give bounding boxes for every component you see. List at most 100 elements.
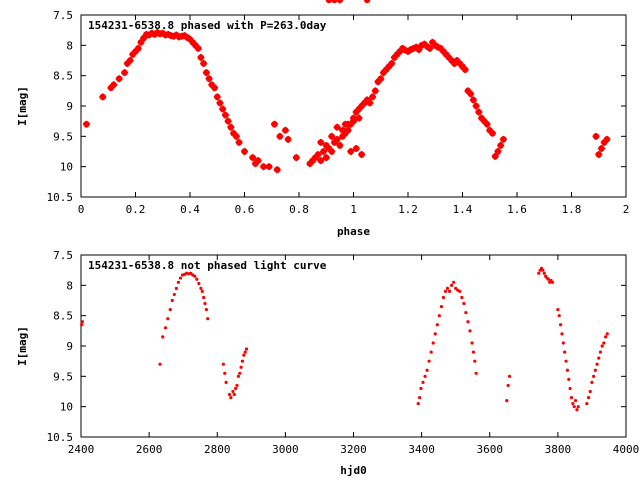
data-point [595, 362, 599, 366]
data-point-cross [415, 46, 423, 54]
data-point [204, 308, 208, 312]
data-point [206, 317, 210, 321]
data-point [416, 402, 420, 406]
data-point [239, 365, 243, 369]
data-point-cross [99, 93, 107, 101]
y-tick-label: 8 [66, 279, 73, 292]
data-point [556, 308, 560, 312]
data-point [172, 292, 176, 297]
data-point [163, 326, 168, 330]
data-point [550, 280, 555, 284]
phased-light-curve-panel: 0 0.2 0.4 0.6 0.8 1 1.2 1.4 1.6 1.8 2 7.5 8 8.5 9 9.5 10… [16, 0, 629, 238]
data-point [452, 280, 456, 284]
data-point-cross [341, 120, 349, 128]
data-point-cross [221, 111, 229, 119]
data-point [542, 271, 546, 275]
y-tick-label: 10.5 [47, 431, 74, 444]
data-point [200, 289, 204, 293]
x-tick-label: 3600 [477, 443, 504, 456]
data-point [242, 353, 246, 357]
data-point-cross [358, 151, 366, 159]
y-axis-label: I[mag] [16, 86, 29, 126]
data-point-cross [121, 69, 129, 77]
data-point-cross [270, 120, 278, 128]
data-point [429, 350, 433, 354]
data-point [197, 281, 201, 286]
data-point-cross [202, 69, 210, 77]
plot-frame [80, 14, 627, 198]
data-point [460, 295, 464, 300]
y-tick-label: 10 [60, 161, 73, 174]
data-point-cross [265, 163, 273, 171]
data-point [227, 392, 232, 397]
x-tick-label: 2600 [136, 443, 163, 456]
x-tick-label: 0 [78, 203, 85, 216]
data-point [473, 359, 477, 363]
data-point-cross [494, 148, 502, 155]
data-point-cross [110, 81, 118, 89]
data-point [506, 383, 510, 388]
data-point-cross [82, 120, 90, 128]
y-tick-label: 7.5 [53, 9, 73, 22]
data-point [569, 395, 574, 400]
data-point [80, 323, 84, 327]
data-point-cross [219, 105, 227, 113]
data-point-cross [350, 117, 357, 125]
data-point [557, 314, 561, 318]
data-point [605, 332, 609, 336]
data-point [447, 289, 452, 293]
data-point-cross [216, 99, 224, 107]
x-tick-label: 3400 [408, 443, 435, 456]
data-point-cross [461, 66, 469, 74]
data-point-cross [276, 132, 284, 140]
data-point-cross [115, 75, 123, 83]
data-point [468, 329, 472, 333]
data-point [236, 374, 240, 378]
chart-title: 154231-6538.8 phased with P=263.0day [88, 19, 327, 32]
x-tick-label: 3800 [545, 443, 572, 456]
y-tick-label: 9 [66, 340, 73, 353]
data-point-cross [197, 53, 205, 61]
data-point-cross [475, 108, 483, 116]
data-point [229, 395, 233, 400]
data-point [546, 277, 550, 281]
x-tick-label: 0.4 [180, 203, 200, 216]
data-point [443, 289, 448, 293]
data-point [158, 362, 162, 366]
data-point-cross [371, 87, 379, 95]
data-point [593, 368, 597, 372]
data-point [573, 399, 578, 403]
data-point-cross [595, 151, 603, 159]
data-point [203, 301, 207, 306]
data-point [431, 341, 435, 345]
data-point-cross [232, 132, 240, 140]
data-point [419, 386, 423, 391]
data-point [170, 298, 174, 303]
y-tick-label: 9 [66, 100, 73, 113]
data-point [470, 341, 474, 345]
data-point [564, 359, 568, 363]
data-point-cross [317, 157, 325, 165]
data-point [572, 405, 576, 409]
data-point [565, 368, 570, 372]
data-point-cross [281, 126, 289, 134]
y-tick-label: 8.5 [53, 310, 73, 323]
data-point-cross [224, 117, 232, 125]
data-point [231, 389, 235, 394]
data-point-cross [597, 144, 605, 152]
data-point-cross [339, 126, 347, 134]
data-point [437, 314, 441, 318]
data-point-cross [347, 148, 355, 155]
data-point-cross [322, 154, 330, 162]
data-point [541, 268, 545, 272]
data-point-cross [322, 141, 330, 149]
data-point [240, 359, 245, 363]
data-point [597, 356, 601, 360]
data-point [474, 371, 478, 375]
data-point-cross [497, 141, 505, 149]
data-point [598, 350, 603, 354]
data-point-cross [603, 135, 611, 143]
data-point [602, 341, 606, 345]
data-point [600, 344, 604, 348]
unphased-light-curve-panel: 2400 2600 2800 3000 3200 3400 3600 3800 4000 7.5 8… [16, 249, 639, 477]
